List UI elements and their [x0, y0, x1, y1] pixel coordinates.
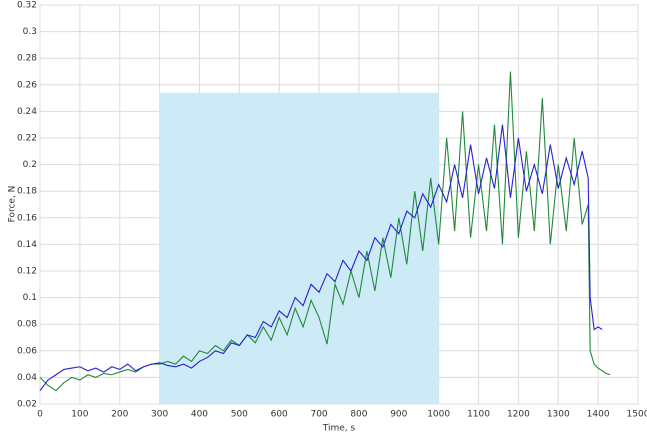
y-tick-label: 0.06	[17, 346, 37, 356]
x-tick-label: 1100	[467, 410, 490, 420]
x-tick-label: 800	[350, 410, 367, 420]
y-tick-label: 0.3	[23, 27, 37, 37]
x-tick-label: 400	[191, 410, 208, 420]
x-tick-label: 1400	[587, 410, 610, 420]
y-tick-label: 0.28	[17, 54, 37, 64]
y-tick-label: 0.04	[17, 373, 37, 383]
y-tick-label: 0.02	[17, 400, 37, 410]
y-tick-label: 0.18	[17, 187, 37, 197]
y-tick-label: 0.26	[17, 80, 37, 90]
data-line	[39, 71, 611, 392]
x-tick-label: 300	[151, 410, 168, 420]
y-tick-label: 0.24	[17, 107, 37, 117]
x-tick-label: 600	[271, 410, 288, 420]
data-line	[39, 124, 603, 392]
y-tick-label: 0.12	[17, 267, 37, 277]
x-tick-label: 900	[390, 410, 407, 420]
y-tick-label: 0.14	[17, 240, 37, 250]
x-tick-label: 500	[231, 410, 248, 420]
y-tick-label: 0.16	[17, 213, 37, 223]
x-tick-label: 1500	[627, 410, 647, 420]
highlight-span	[159, 92, 439, 404]
x-tick-label: 1200	[507, 410, 530, 420]
x-tick-label: 1300	[547, 410, 570, 420]
y-tick-label: 0.1	[23, 293, 37, 303]
x-tick-label: 700	[310, 410, 327, 420]
x-tick-label: 0	[37, 410, 43, 420]
y-tick-label: 0.08	[17, 320, 37, 330]
y-axis-label: Force, N	[8, 186, 18, 223]
x-tick-label: 100	[71, 410, 88, 420]
x-tick-label: 1000	[427, 410, 450, 420]
y-tick-label: 0.32	[17, 1, 37, 11]
x-tick-label: 200	[111, 410, 128, 420]
y-tick-label: 0.2	[23, 160, 37, 170]
y-tick-label: 0.22	[17, 134, 37, 144]
x-axis-label: Time, s	[322, 424, 356, 434]
